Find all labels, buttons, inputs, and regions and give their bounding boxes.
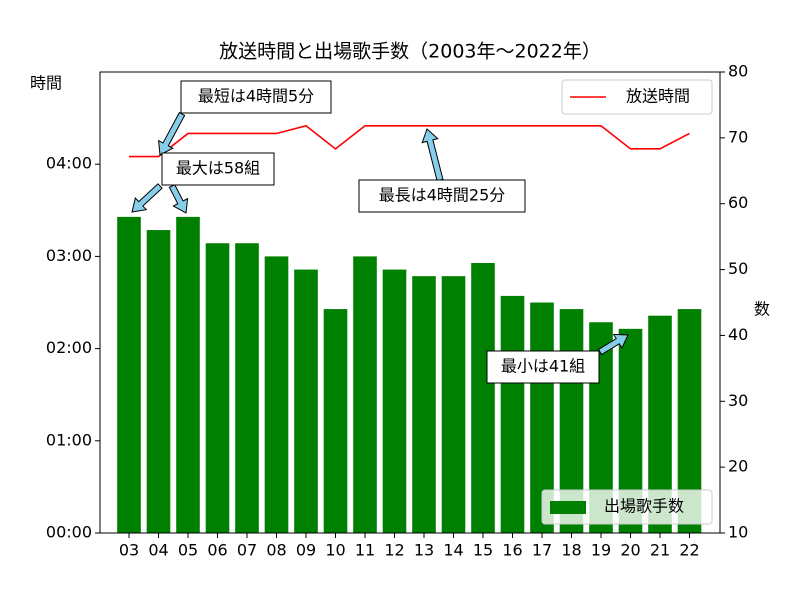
legend-label: 出場歌手数 xyxy=(604,497,684,516)
x-tick-label: 05 xyxy=(178,541,198,560)
annotation-box xyxy=(180,80,332,114)
x-tick-label: 06 xyxy=(207,541,227,560)
annotation-arrow xyxy=(158,111,186,156)
x-tick-label: 09 xyxy=(296,541,316,560)
x-tick-label: 16 xyxy=(502,541,522,560)
bar xyxy=(176,216,200,533)
y2-tick-label: 60 xyxy=(728,193,748,212)
annotation-arrow xyxy=(421,128,444,182)
annotation-box xyxy=(486,350,600,384)
x-tick-label: 10 xyxy=(325,541,345,560)
plot-frame xyxy=(99,71,721,534)
annotation-arrow xyxy=(168,183,189,214)
y-axis-label: 時間 xyxy=(30,74,62,93)
y-tick-label: 04:00 xyxy=(46,154,92,173)
x-tick-label: 11 xyxy=(355,541,375,560)
bar xyxy=(146,230,171,534)
y-tick-label: 00:00 xyxy=(46,523,92,542)
y2-axis-label: 数 xyxy=(754,300,770,319)
legend-swatch xyxy=(550,501,586,514)
y-tick-label: 01:00 xyxy=(46,430,92,449)
bar xyxy=(677,309,702,533)
legend-label: 放送時間 xyxy=(626,87,690,106)
x-tick-label: 08 xyxy=(266,541,286,560)
annotation-arrow xyxy=(597,333,629,356)
y2-tick-label: 40 xyxy=(728,325,748,344)
bar xyxy=(500,295,525,533)
x-tick-label: 12 xyxy=(384,541,404,560)
annotation: 最大は58組 xyxy=(176,159,260,178)
line xyxy=(129,124,690,158)
annotation-arrow xyxy=(131,183,163,213)
x-tick-label: 21 xyxy=(650,541,670,560)
y-tick-label: 02:00 xyxy=(46,338,92,357)
y2-tick-label: 30 xyxy=(728,391,748,410)
bar xyxy=(205,243,230,533)
bar xyxy=(117,216,141,533)
bar xyxy=(294,269,318,533)
y2-tick-label: 20 xyxy=(728,457,748,476)
bar xyxy=(323,309,348,533)
annotation: 最長は4時間25分 xyxy=(379,186,506,205)
x-tick-label: 19 xyxy=(591,541,611,560)
bar xyxy=(264,256,289,533)
x-tick-label: 15 xyxy=(473,541,493,560)
y2-tick-label: 50 xyxy=(728,259,748,278)
bar xyxy=(618,328,643,533)
x-tick-label: 03 xyxy=(119,541,139,560)
y2-tick-label: 70 xyxy=(728,127,748,146)
y2-tick-label: 80 xyxy=(728,62,748,81)
bar xyxy=(441,276,466,533)
x-tick-label: 04 xyxy=(148,541,168,560)
x-tick-label: 20 xyxy=(620,541,640,560)
x-tick-label: 14 xyxy=(443,541,463,560)
bar xyxy=(471,262,495,533)
annotation-box xyxy=(358,179,526,213)
x-tick-label: 17 xyxy=(532,541,552,560)
annotation-box xyxy=(161,152,275,186)
chart-title: 放送時間と出場歌手数（2003年～2022年） xyxy=(219,41,601,63)
legend-box xyxy=(561,79,713,115)
bar xyxy=(412,276,436,533)
bar xyxy=(648,315,672,533)
annotation: 最小は41組 xyxy=(501,357,585,376)
x-tick-label: 22 xyxy=(679,541,699,560)
y2-tick-label: 10 xyxy=(728,523,748,542)
y-tick-label: 03:00 xyxy=(46,246,92,265)
annotation: 最短は4時間5分 xyxy=(198,87,314,106)
x-tick-label: 13 xyxy=(414,541,434,560)
bar xyxy=(235,243,259,533)
x-tick-label: 18 xyxy=(561,541,581,560)
x-tick-label: 07 xyxy=(237,541,257,560)
legend-box xyxy=(541,489,713,525)
bar xyxy=(382,269,407,533)
bar xyxy=(353,256,377,533)
